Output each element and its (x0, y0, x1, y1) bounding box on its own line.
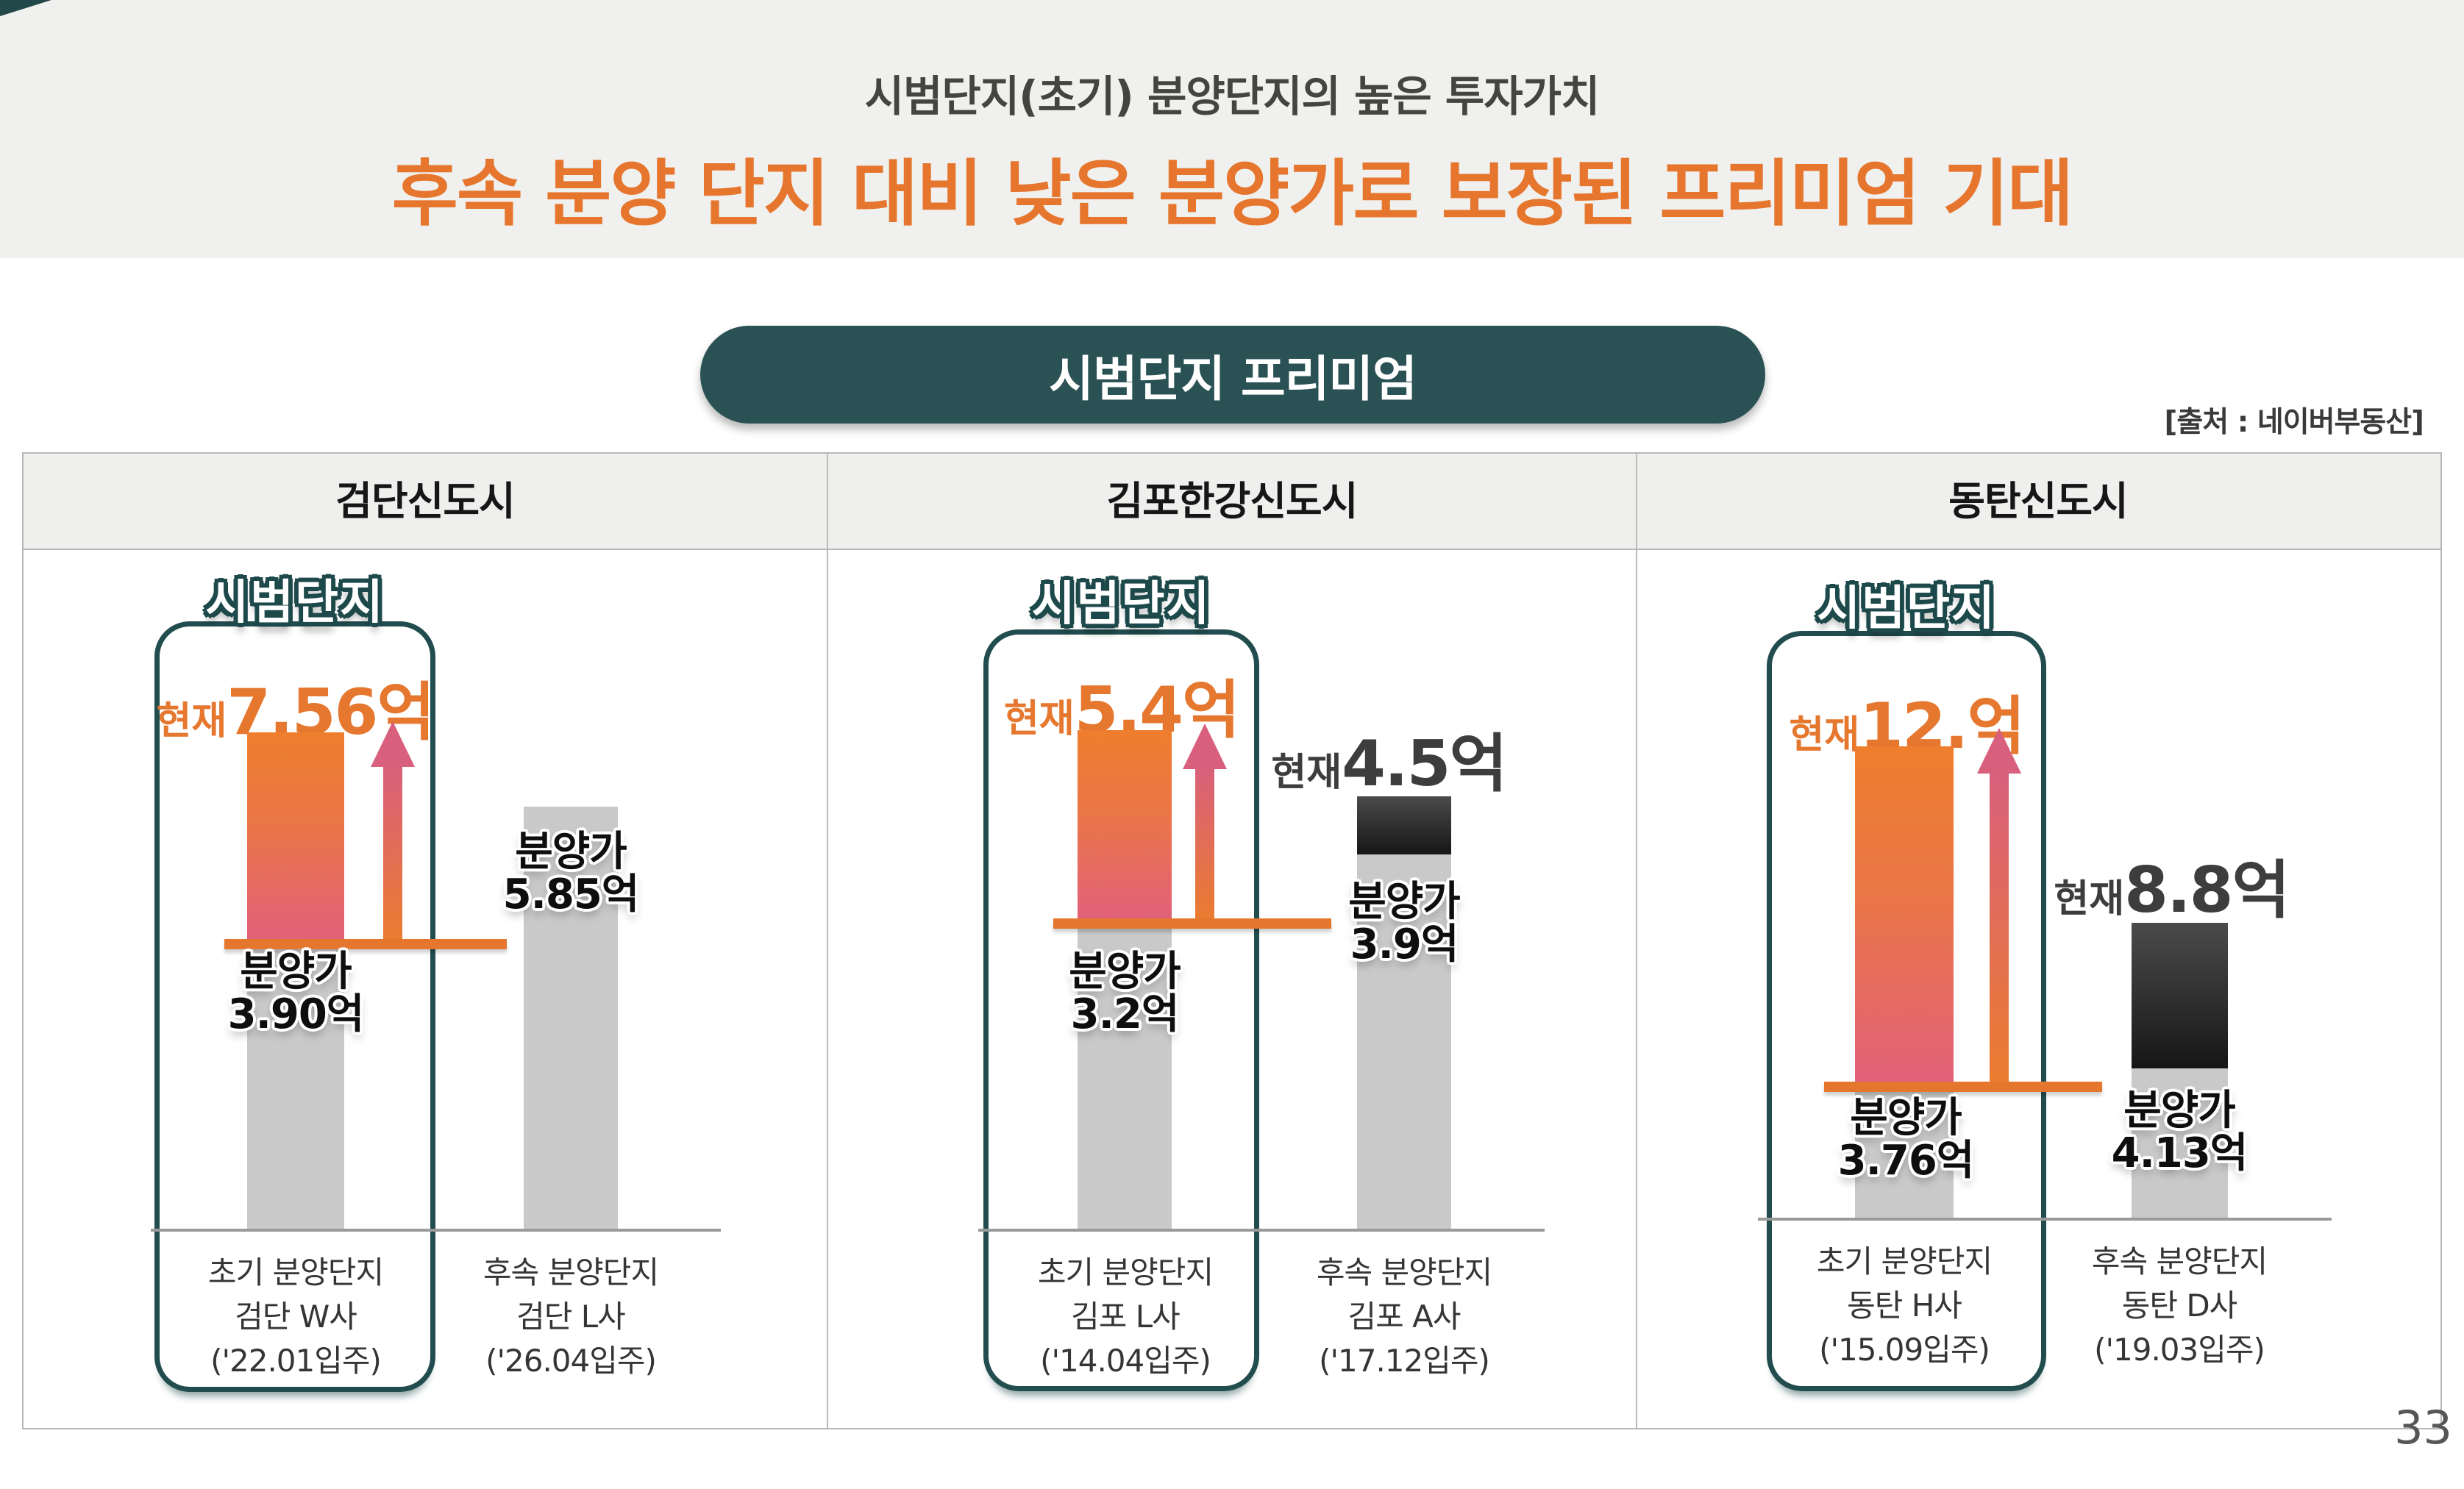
section-pill: 시범단지 프리미엄 (700, 326, 1765, 424)
increase-arrow-shaft (1195, 767, 1214, 923)
source-note: [출처 : 네이버부동산] (2164, 406, 2424, 439)
caption-line: 후속 분양단지 (2091, 1243, 2268, 1279)
slide-subtitle: 시범단지(초기) 분양단지의 높은 투자가치 (864, 71, 1600, 121)
caption-line: ('17.12입주) (1319, 1343, 1490, 1379)
caption-line: 김포 L사 (1071, 1299, 1181, 1335)
current-price-label: 현재 (1271, 751, 1342, 795)
caption-line: ('19.03입주) (2094, 1332, 2265, 1368)
followup-bar-base-segment (2132, 1068, 2228, 1219)
pilot-complex-box (983, 629, 1259, 1391)
price-word: 분양가 (1069, 948, 1181, 996)
price-word: 분양가 (1348, 878, 1461, 926)
initial-caption: 초기 분양단지 동탄 H사 ('15.09입주) (1772, 1240, 2037, 1372)
column-header-gimpo: 김포한강신도시 (1106, 478, 1359, 524)
current-price-value: 4.5억 (1342, 727, 1507, 801)
followup-current-price: 현재4.5억 (1253, 712, 1525, 801)
table-header-underline (22, 549, 2442, 550)
initial-bar-base-segment (1855, 1086, 1954, 1219)
price-value: 5.85억 (502, 871, 640, 918)
pilot-complex-badge: 시범단지 (1031, 577, 1211, 632)
followup-caption: 후속 분양단지 동탄 D사 ('19.03입주) (2047, 1240, 2312, 1372)
increase-arrow-head (1977, 728, 2021, 774)
comparison-table-frame (22, 452, 2442, 1429)
initial-sale-price-label: 분양가 3.90억 (185, 951, 406, 1036)
followup-bar-gain-segment (2132, 923, 2228, 1068)
caption-line: 초기 분양단지 (207, 1254, 384, 1290)
baseline-axis (1758, 1218, 2332, 1221)
initial-bar-gain-segment (247, 732, 344, 939)
price-word: 분양가 (1850, 1094, 1962, 1142)
caption-line: 동탄 D사 (2121, 1288, 2238, 1324)
sale-price-level-line (1824, 1082, 2102, 1092)
corner-accent-shape (0, 0, 51, 16)
page-number: 33 (2394, 1401, 2452, 1454)
header-band (0, 0, 2464, 258)
caption-line: ('26.04입주) (485, 1343, 657, 1379)
caption-line: 후속 분양단지 (483, 1254, 659, 1290)
price-word: 분양가 (515, 828, 627, 876)
followup-sale-price-label: 분양가 4.13억 (2069, 1090, 2290, 1175)
pilot-complex-box (154, 621, 435, 1392)
table-header-background (24, 454, 2440, 549)
pilot-complex-box (1767, 631, 2046, 1391)
initial-sale-price-label: 분양가 3.76억 (1795, 1097, 2016, 1182)
caption-line: 초기 분양단지 (1816, 1243, 1993, 1279)
caption-line: ('22.01입주) (210, 1343, 382, 1379)
increase-arrow-head (371, 721, 415, 767)
current-price-label: 현재 (1003, 697, 1075, 741)
caption-line: 김포 A사 (1347, 1299, 1461, 1335)
caption-line: 초기 분양단지 (1037, 1254, 1214, 1290)
initial-bar-base-segment (1078, 918, 1172, 1230)
followup-current-price: 현재8.8억 (2032, 838, 2311, 927)
column-divider-2 (1636, 452, 1637, 1428)
price-value: 3.76억 (1837, 1137, 1975, 1185)
pilot-complex-badge: 시범단지 (1817, 582, 1996, 636)
baseline-axis (151, 1229, 721, 1232)
column-divider-1 (827, 452, 828, 1428)
current-price-label: 현재 (2054, 877, 2125, 921)
price-value: 3.2억 (1070, 990, 1180, 1038)
followup-sale-price-label: 분양가 5.85억 (460, 831, 681, 916)
price-value: 4.13억 (2111, 1129, 2248, 1177)
initial-caption: 초기 분양단지 김포 L사 ('14.04입주) (993, 1251, 1258, 1383)
initial-bar-base-segment (247, 939, 344, 1230)
increase-arrow-head (1183, 724, 1227, 769)
price-word: 분양가 (2123, 1087, 2236, 1135)
followup-caption: 후속 분양단지 김포 A사 ('17.12입주) (1272, 1251, 1537, 1383)
caption-line: 검단 W사 (235, 1299, 357, 1335)
followup-bar (524, 807, 618, 1230)
column-header-geomdan: 검단신도시 (335, 478, 515, 524)
price-word: 분양가 (240, 948, 352, 996)
initial-sale-price-label: 분양가 3.2억 (1014, 951, 1235, 1036)
initial-bar-gain-segment (1078, 730, 1172, 918)
current-price-label: 현재 (1789, 713, 1860, 757)
slide-title: 후속 분양 단지 대비 낮은 분양가로 보장된 프리미엄 기대 (391, 152, 2074, 236)
pilot-complex-badge: 시범단지 (205, 576, 385, 630)
caption-line: 후속 분양단지 (1316, 1254, 1492, 1290)
sale-price-level-line (1053, 918, 1331, 929)
caption-line: ('14.04입주) (1040, 1343, 1211, 1379)
section-pill-label: 시범단지 프리미엄 (1049, 350, 1417, 407)
current-price-label: 현재 (156, 699, 227, 743)
followup-caption: 후속 분양단지 검단 L사 ('26.04입주) (438, 1251, 703, 1383)
current-price-value: 8.8억 (2124, 854, 2290, 927)
price-value: 3.9억 (1350, 921, 1459, 968)
increase-arrow-shaft (1990, 771, 2009, 1086)
sale-price-level-line (224, 939, 507, 949)
initial-bar-gain-segment (1855, 746, 1954, 1086)
caption-line: 동탄 H사 (1847, 1288, 1962, 1324)
baseline-axis (978, 1229, 1545, 1232)
initial-caption: 초기 분양단지 검단 W사 ('22.01입주) (163, 1251, 428, 1383)
followup-bar-gain-segment (1357, 796, 1451, 854)
followup-bar-base-segment (1357, 854, 1451, 1230)
increase-arrow-shaft (383, 765, 402, 943)
current-price: 현재5.4억 (983, 658, 1259, 747)
followup-sale-price-label: 분양가 3.9억 (1294, 881, 1514, 966)
column-header-dongtan: 동탄신도시 (1948, 478, 2128, 524)
caption-line: ('15.09입주) (1819, 1332, 1990, 1368)
caption-line: 검단 L사 (516, 1299, 626, 1335)
price-value: 3.90억 (227, 990, 365, 1038)
